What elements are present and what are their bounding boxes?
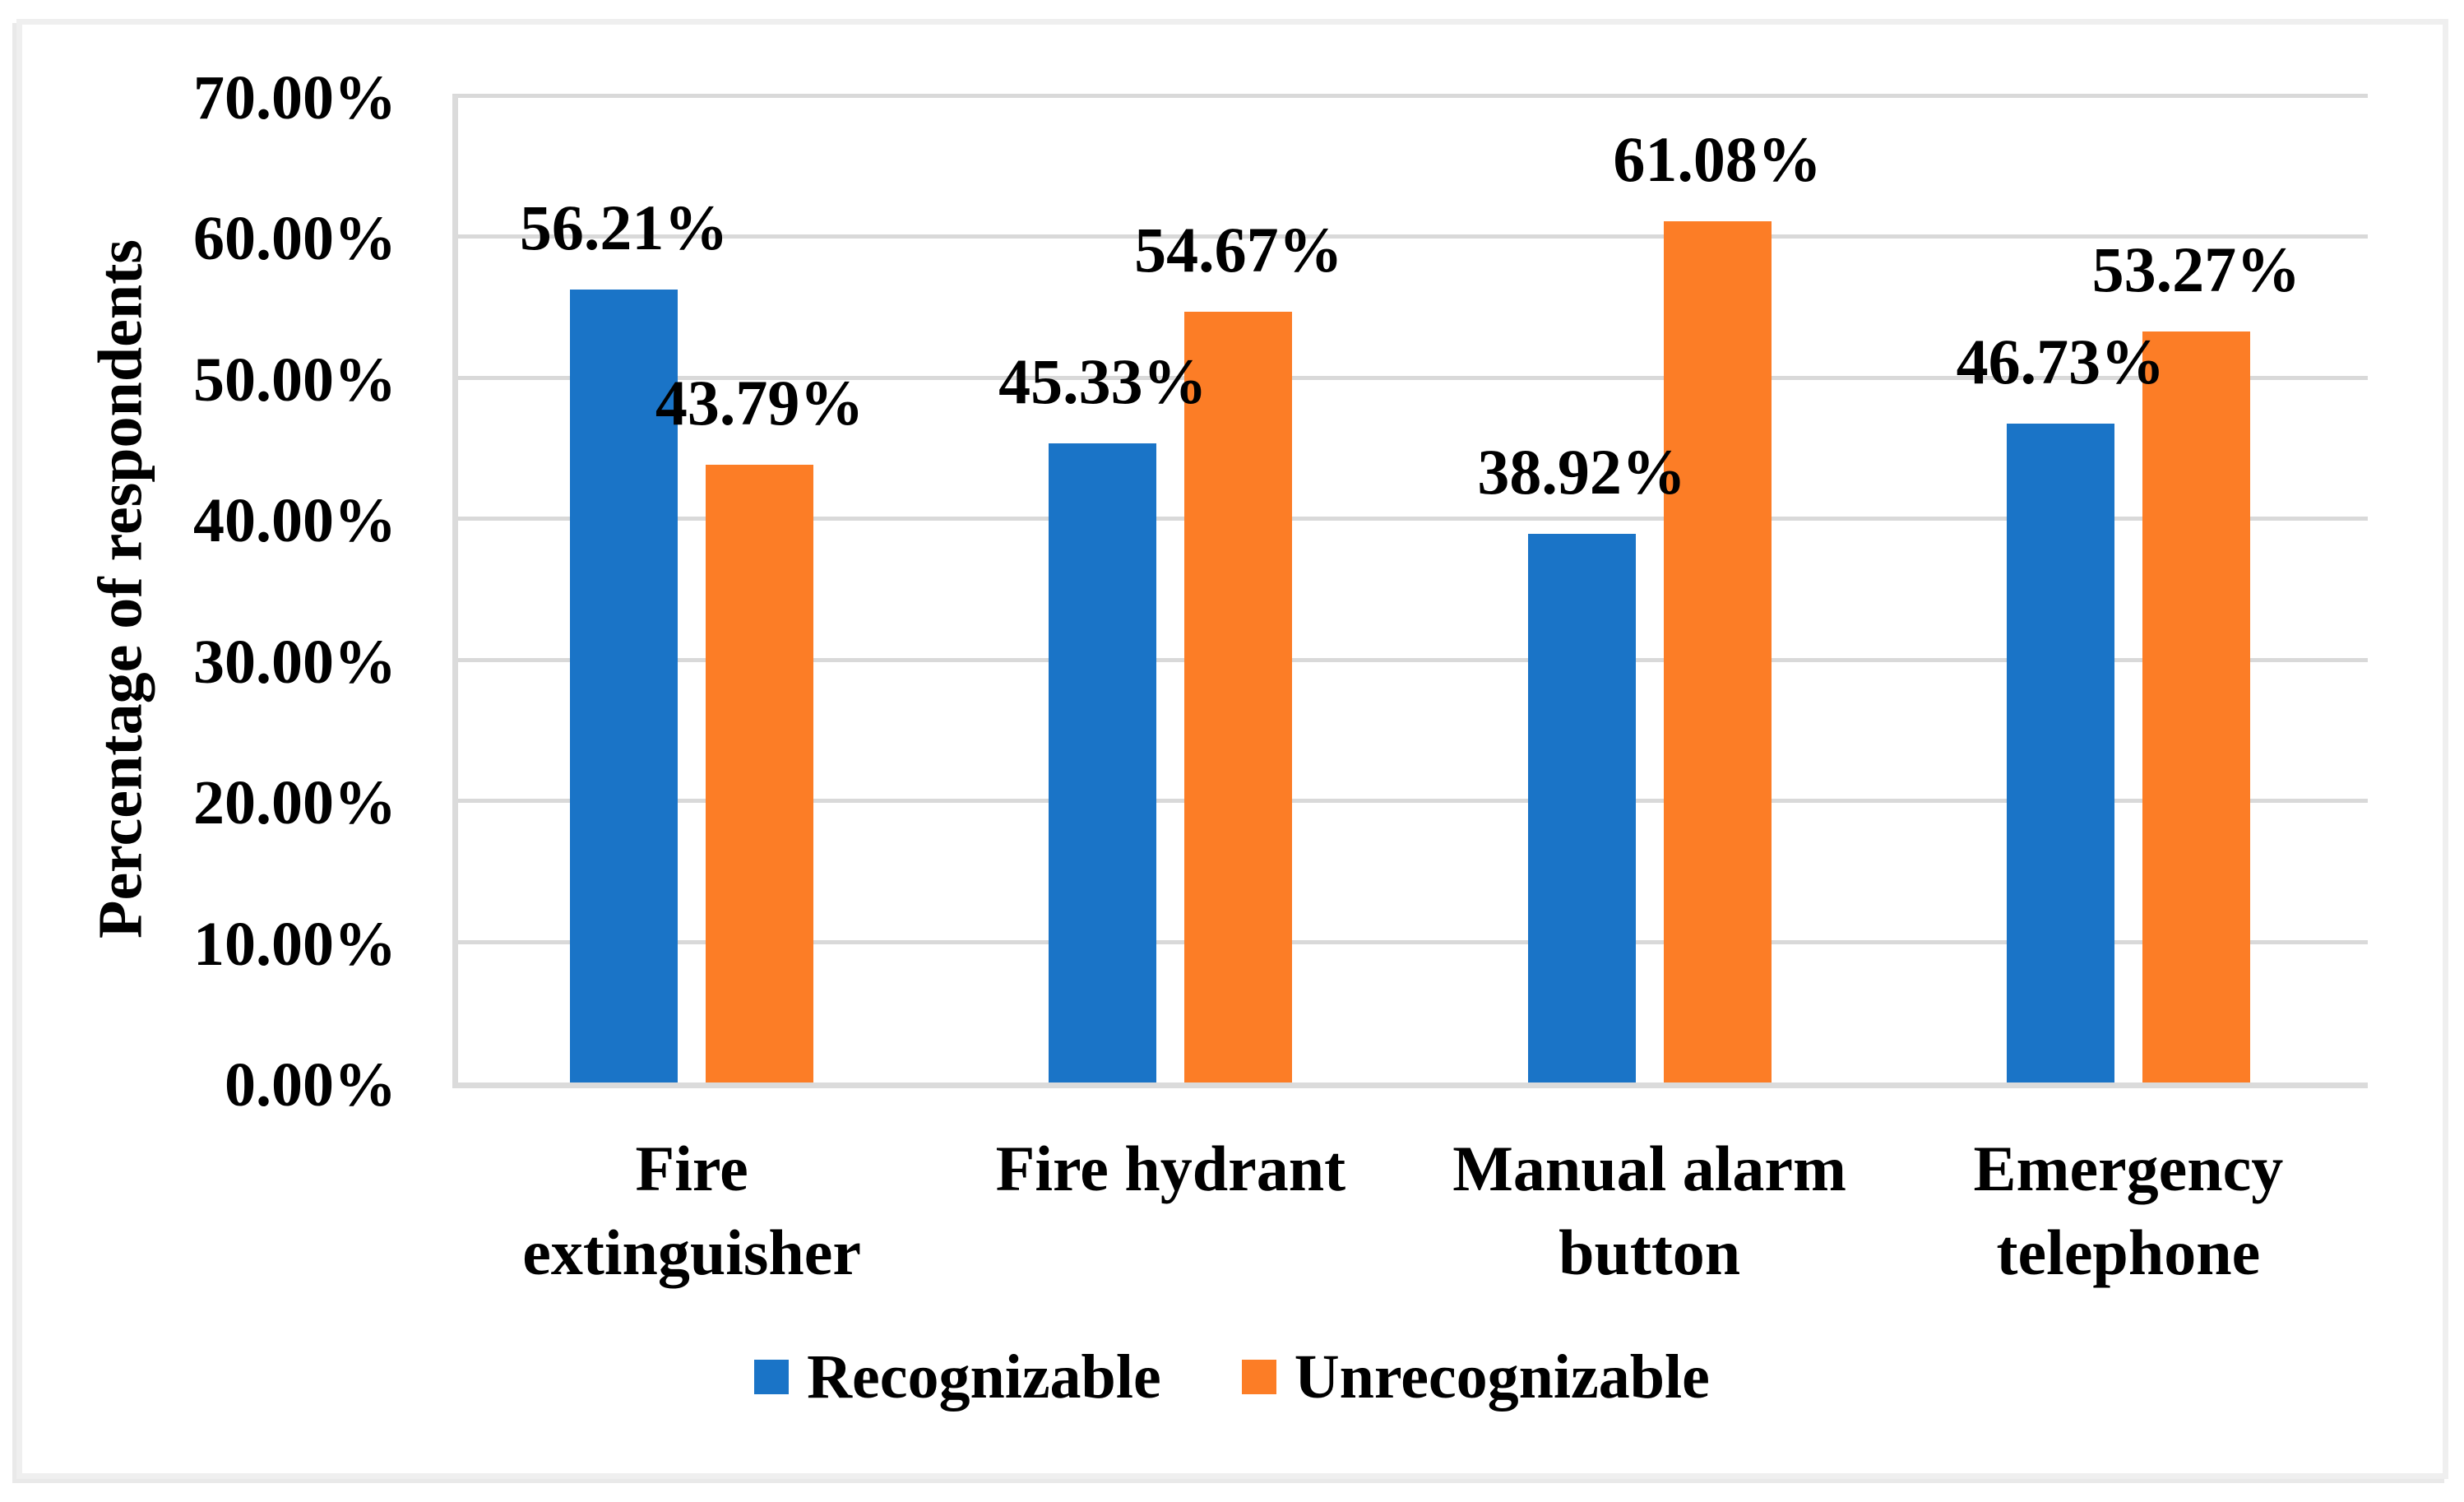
y-tick-label-0: 0.00% [225, 1050, 396, 1120]
y-axis-line [452, 95, 458, 1088]
gridline-20 [452, 799, 2368, 804]
bar-unrecognizable-category-4 [2142, 331, 2250, 1082]
x-category-label-2: Fire hydrant [995, 1133, 1346, 1204]
gridline-50 [452, 375, 2368, 380]
x-category-label-1: Fire extinguisher [522, 1133, 861, 1288]
plot-area [452, 95, 2368, 1082]
gridline-30 [452, 657, 2368, 662]
y-tick-label-10: 10.00% [193, 909, 396, 979]
gridline-10 [452, 939, 2368, 944]
data-label-recognizable-category-3: 38.92% [1477, 435, 1686, 508]
data-label-unrecognizable-category-2: 54.67% [1134, 213, 1343, 285]
x-category-label-3: Manual alarm button [1452, 1133, 1847, 1288]
bar-recognizable-category-2 [1049, 443, 1157, 1082]
bar-unrecognizable-category-2 [1184, 311, 1293, 1082]
bar-recognizable-category-4 [2006, 423, 2114, 1082]
legend-swatch-icon [754, 1360, 790, 1394]
gridline-40 [452, 517, 2368, 522]
x-axis-line [452, 1082, 2368, 1088]
y-tick-label-20: 20.00% [193, 768, 396, 838]
y-tick-label-70: 70.00% [193, 63, 396, 132]
data-label-unrecognizable-category-3: 61.08% [1613, 123, 1822, 195]
legend: Recognizable Unrecognizable [0, 1341, 2464, 1413]
bar-recognizable-category-3 [1527, 533, 1636, 1082]
legend-item-recognizable: Recognizable [754, 1346, 1161, 1408]
data-label-recognizable-category-2: 45.33% [998, 345, 1207, 417]
y-axis-title: Percentage of respondents [86, 239, 155, 939]
y-tick-label-30: 30.00% [193, 627, 396, 697]
bar-unrecognizable-category-1 [706, 465, 814, 1082]
y-tick-label-60: 60.00% [193, 204, 396, 274]
legend-swatch-icon [1241, 1360, 1276, 1394]
gridline-70 [452, 94, 2368, 98]
legend-item-unrecognizable: Unrecognizable [1241, 1342, 1710, 1412]
y-tick-label-40: 40.00% [193, 486, 396, 556]
figure-frame [16, 19, 2448, 1479]
x-category-label-4: Emergency telephone [1973, 1133, 2284, 1288]
y-tick-label-50: 50.00% [193, 345, 396, 415]
data-label-recognizable-category-4: 46.73% [1956, 325, 2165, 397]
data-label-unrecognizable-category-4: 53.27% [2091, 233, 2301, 305]
legend-label: Recognizable [807, 1342, 1161, 1412]
bar-recognizable-category-1 [570, 290, 679, 1082]
data-label-unrecognizable-category-1: 43.79% [655, 367, 864, 439]
bar-unrecognizable-category-3 [1663, 220, 1772, 1082]
data-label-recognizable-category-1: 56.21% [519, 192, 729, 264]
gridline-60 [452, 234, 2368, 239]
legend-label: Unrecognizable [1294, 1342, 1710, 1412]
